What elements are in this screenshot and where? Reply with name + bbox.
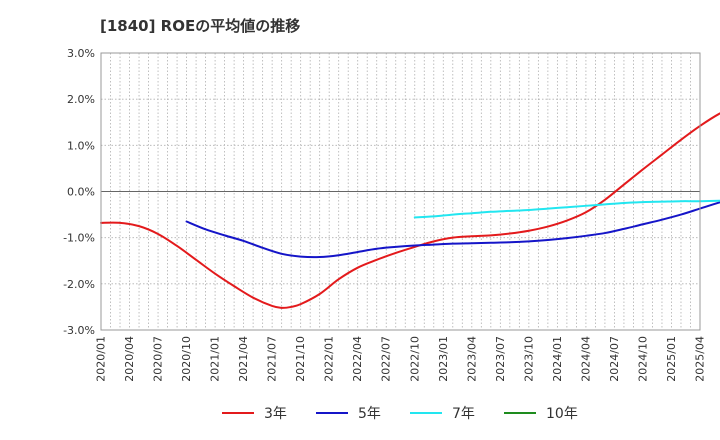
plot-area-frame (100, 52, 701, 331)
x-tick-label: 2024/10 (636, 336, 649, 382)
x-tick-label: 2025/01 (665, 336, 678, 382)
y-tick-label: 0.0% (67, 186, 95, 199)
legend-label: 3年 (264, 406, 287, 422)
x-tick-label: 2021/04 (237, 336, 250, 382)
y-tick-label: 1.0% (67, 139, 95, 152)
legend-label: 10年 (546, 406, 578, 422)
x-tick-label: 2024/01 (551, 336, 564, 382)
x-tick-label: 2023/10 (522, 336, 535, 382)
x-axis-ticks: 2020/01 2020/04 2020/07 2020/10 2021/01 2021/… (95, 336, 707, 382)
x-tick-label: 2023/04 (465, 336, 478, 382)
series-line-5年 (185, 201, 720, 259)
y-tick-label: 3.0% (67, 47, 95, 60)
y-tick-label: -3.0% (63, 324, 95, 337)
chart-title: [1840] ROEの平均値の推移 (100, 17, 300, 35)
grid (101, 53, 700, 330)
x-tick-label: 2022/07 (380, 336, 393, 382)
x-tick-label: 2022/01 (323, 336, 336, 382)
legend-label: 7年 (452, 406, 475, 422)
x-tick-label: 2025/04 (694, 336, 707, 382)
series-lines (100, 112, 720, 309)
x-tick-label: 2023/07 (494, 336, 507, 382)
x-tick-label: 2023/01 (437, 336, 450, 382)
x-tick-label: 2021/01 (209, 336, 222, 382)
x-tick-label: 2024/07 (608, 336, 621, 382)
x-tick-label: 2021/07 (266, 336, 279, 382)
y-tick-label: -1.0% (63, 232, 95, 245)
y-axis-ticks: 3.0% 2.0% 1.0% 0.0% -1.0% -2.0% -3.0% (63, 47, 95, 337)
x-tick-label: 2021/10 (294, 336, 307, 382)
x-tick-label: 2024/04 (579, 336, 592, 382)
legend: 3年 5年 7年 10年 (222, 406, 578, 422)
x-tick-label: 2020/10 (180, 336, 193, 382)
x-tick-label: 2020/07 (152, 336, 165, 382)
x-tick-label: 2020/01 (95, 336, 108, 382)
y-tick-label: 2.0% (67, 93, 95, 106)
x-tick-label: 2020/04 (123, 336, 136, 382)
y-tick-label: -2.0% (63, 278, 95, 291)
x-tick-label: 2022/10 (408, 336, 421, 382)
series-line-3年 (100, 112, 720, 309)
legend-label: 5年 (358, 406, 381, 422)
series-line-7年 (413, 199, 720, 219)
x-tick-label: 2022/04 (351, 336, 364, 382)
